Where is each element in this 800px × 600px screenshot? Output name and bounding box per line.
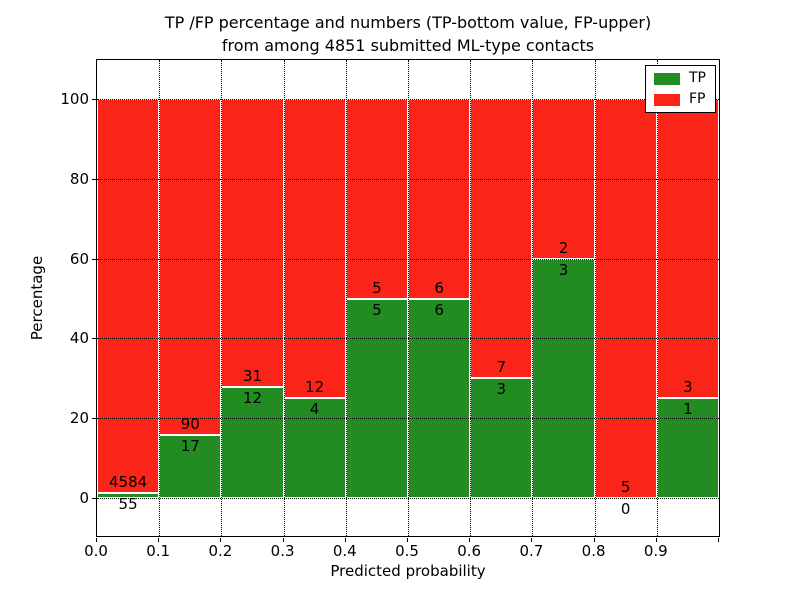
tp-count-label: 55 <box>118 495 138 514</box>
y-tick-label: 100 <box>60 90 89 108</box>
x-tick-label: 0.2 <box>208 542 233 560</box>
x-tick-label: 0.5 <box>395 542 419 560</box>
x-tick-label: 0.4 <box>332 542 357 560</box>
bar-segment-fp <box>345 99 408 299</box>
bar-segment-fp <box>221 99 284 387</box>
legend-label-fp: FP <box>689 91 706 107</box>
bar-segment-fp <box>97 99 160 494</box>
y-tick-mark <box>92 498 96 499</box>
gridline-vertical <box>594 60 596 536</box>
x-tick-label: 0.0 <box>84 542 108 560</box>
bar-segment-tp <box>283 398 346 498</box>
gridline-vertical <box>159 60 161 536</box>
y-tick-mark <box>92 99 96 100</box>
tp-color-swatch <box>654 72 680 85</box>
y-tick-mark <box>92 178 96 180</box>
x-tick-mark <box>344 538 346 542</box>
bar-segment-tp <box>408 298 471 498</box>
fp-count-label: 5 <box>620 478 631 496</box>
fp-count-label: 5 <box>372 278 382 297</box>
y-tick-label: 80 <box>69 169 89 188</box>
x-tick-label: 0.6 <box>457 542 482 560</box>
tp-count-label: 6 <box>434 300 444 319</box>
gridline-vertical <box>656 60 658 536</box>
x-tick-label: 0.7 <box>519 542 544 560</box>
bar-segment-fp <box>283 99 346 399</box>
bar-segment-tp <box>470 378 533 498</box>
x-tick-mark <box>96 538 97 542</box>
gridline-vertical <box>408 60 409 536</box>
legend: TP FP <box>645 65 716 113</box>
gridline-vertical <box>470 60 472 536</box>
y-tick-mark <box>92 338 96 340</box>
fp-count-label: 4584 <box>109 473 148 492</box>
gridline-vertical <box>283 60 285 536</box>
x-tick-mark <box>593 538 595 542</box>
x-tick-mark <box>718 538 719 542</box>
y-tick-mark <box>92 418 96 420</box>
gridline-vertical <box>532 60 534 536</box>
y-tick-label: 60 <box>69 249 89 268</box>
gridline-vertical <box>345 60 347 536</box>
plot-area: TP FP 4584 55 90 17 31 12 12 4 5 5 6 6 7 3 2 3 5 0 3 1 <box>96 59 720 537</box>
x-tick-label: 0.8 <box>581 542 606 560</box>
y-tick-mark <box>92 258 96 260</box>
x-tick-label: 0.1 <box>146 542 171 560</box>
tp-count-label: 4 <box>309 400 320 419</box>
y-axis-label: Percentage <box>28 255 46 341</box>
legend-label-tp: TP <box>689 70 706 86</box>
tp-count-label: 12 <box>242 388 263 407</box>
fp-count-label: 12 <box>305 378 325 397</box>
x-tick-mark <box>158 538 160 542</box>
x-tick-mark <box>282 538 284 542</box>
fp-count-label: 90 <box>180 414 200 433</box>
legend-entry-tp: TP <box>654 71 706 86</box>
bar-segment-fp <box>594 99 657 498</box>
chart-title-line1: TP /FP percentage and numbers (TP-bottom… <box>164 13 652 32</box>
fp-count-label: 31 <box>242 366 263 385</box>
bar-segment-fp <box>470 99 533 379</box>
fp-count-label: 3 <box>683 378 693 397</box>
tp-count-label: 5 <box>372 300 382 319</box>
bar-segment-tp <box>656 398 719 498</box>
chart-title: TP /FP percentage and numbers (TP-bottom… <box>96 11 720 57</box>
fp-count-label: 6 <box>434 278 444 297</box>
bar-segment-tp <box>532 258 595 498</box>
y-tick-label: 40 <box>69 329 89 348</box>
x-tick-label: 0.3 <box>270 542 295 560</box>
tp-count-label: 3 <box>496 380 507 399</box>
x-tick-label: 0.9 <box>643 542 668 560</box>
x-tick-mark <box>655 538 657 542</box>
x-tick-mark <box>469 538 471 542</box>
bar-segment-fp <box>159 99 222 435</box>
tp-count-label: 0 <box>620 500 631 518</box>
bar-segment-fp <box>656 99 719 399</box>
tp-count-label: 17 <box>180 436 200 455</box>
bar-segment-tp <box>345 298 408 498</box>
fp-count-label: 7 <box>496 358 507 377</box>
fp-count-label: 2 <box>558 238 569 257</box>
tp-count-label: 3 <box>558 260 569 279</box>
gridline-vertical <box>221 60 223 536</box>
x-tick-mark <box>407 538 408 542</box>
y-tick-label: 0 <box>79 489 89 507</box>
x-axis-label: Predicted probability <box>330 562 486 580</box>
bar-segment-fp <box>408 99 471 299</box>
chart-title-line2: from among 4851 submitted ML-type contac… <box>221 36 595 55</box>
x-tick-mark <box>220 538 222 542</box>
bar-segment-tp <box>97 493 160 498</box>
x-tick-mark <box>531 538 533 542</box>
legend-entry-fp: FP <box>654 92 706 107</box>
y-tick-label: 20 <box>69 409 89 428</box>
bar-segment-tp <box>159 434 222 498</box>
tp-count-label: 1 <box>683 400 693 419</box>
fp-color-swatch <box>654 93 680 106</box>
